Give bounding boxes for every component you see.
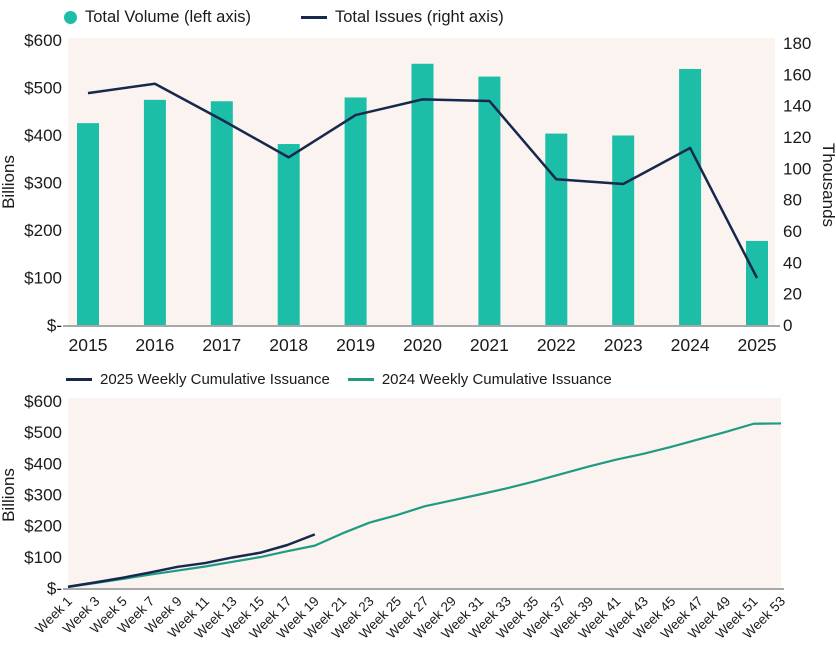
legend-label-2025-issuance: 2025 Weekly Cumulative Issuance bbox=[100, 371, 330, 388]
left-axis-tick-label: $600 bbox=[24, 392, 62, 411]
volume-bar-2020 bbox=[411, 63, 434, 325]
legend-item-total-volume: Total Volume (left axis) bbox=[64, 8, 251, 27]
left-axis-tick-label: $- bbox=[47, 316, 62, 335]
x-tick-label-2015: 2015 bbox=[69, 335, 108, 355]
x-tick-label-2024: 2024 bbox=[671, 335, 710, 355]
legend-item-2025-issuance: 2025 Weekly Cumulative Issuance bbox=[66, 371, 330, 388]
right-axis-tick-label: 40 bbox=[783, 253, 802, 272]
annual-volume-issues-chart: $600 $500 $400 $300 $200 $100 $- 180 160 140 120 10… bbox=[0, 31, 836, 355]
volume-bar-2017 bbox=[210, 101, 233, 326]
left-axis-tick-label: $100 bbox=[24, 269, 62, 288]
left-axis-tick-label: $- bbox=[47, 579, 62, 598]
x-tick-label-2020: 2020 bbox=[403, 335, 442, 355]
right-axis-tick-label: 120 bbox=[783, 128, 811, 147]
total-volume-dot-icon bbox=[64, 11, 77, 24]
issuance-2024-dash-icon bbox=[347, 378, 374, 381]
volume-bar-2025 bbox=[746, 240, 768, 325]
total-issues-dash-icon bbox=[300, 16, 327, 19]
x-tick-label-2018: 2018 bbox=[269, 335, 308, 355]
volume-bar-2016 bbox=[143, 99, 166, 325]
volume-bar-2024 bbox=[679, 68, 702, 325]
left-axis-tick-label: $500 bbox=[24, 423, 62, 442]
legend-label-total-volume: Total Volume (left axis) bbox=[85, 8, 251, 26]
left-axis-tick-label: $400 bbox=[24, 126, 62, 145]
weekly-chart-legend: 2025 Weekly Cumulative Issuance 2024 Wee… bbox=[66, 371, 612, 388]
right-axis-tick-label: 100 bbox=[783, 159, 811, 178]
left-axis-tick-label: $300 bbox=[24, 174, 62, 193]
left-axis-tick-label: $500 bbox=[24, 79, 62, 98]
volume-bar-2018 bbox=[277, 144, 300, 325]
x-tick-label-2021: 2021 bbox=[470, 335, 509, 355]
issuance-2024-line bbox=[67, 422, 782, 589]
right-axis-tick-label: 80 bbox=[783, 191, 802, 210]
left-axis-tick-label: $600 bbox=[24, 31, 62, 50]
volume-bar-2021 bbox=[478, 76, 501, 325]
right-axis-tick-label: 140 bbox=[783, 97, 811, 116]
x-tick-label-2025: 2025 bbox=[738, 335, 777, 355]
volume-bar-2023 bbox=[612, 135, 635, 325]
x-tick-label-2019: 2019 bbox=[336, 335, 375, 355]
right-axis-title: Thousands bbox=[819, 143, 836, 227]
x-tick-label-2016: 2016 bbox=[135, 335, 174, 355]
issuance-2025-line bbox=[67, 533, 316, 588]
volume-bar-2019 bbox=[344, 97, 367, 325]
total-issues-line bbox=[87, 82, 759, 279]
x-tick-label-2023: 2023 bbox=[604, 335, 643, 355]
left-axis-tick-label: $400 bbox=[24, 454, 62, 473]
legend-item-total-issues: Total Issues (right axis) bbox=[300, 8, 504, 27]
right-axis-tick-label: 60 bbox=[783, 222, 802, 241]
issuance-2025-dash-icon bbox=[66, 378, 92, 381]
left-axis-tick-label: $100 bbox=[24, 548, 62, 567]
x-tick-label-2017: 2017 bbox=[202, 335, 241, 355]
right-axis-tick-label: 0 bbox=[783, 316, 792, 335]
volume-bar-2015 bbox=[77, 123, 99, 325]
right-axis-tick-label: 160 bbox=[783, 65, 811, 84]
right-axis-tick-label: 180 bbox=[783, 34, 811, 53]
annual-chart-legend: Total Volume (left axis) Total Issues (r… bbox=[64, 8, 504, 27]
left-axis-title: Billions bbox=[0, 155, 18, 209]
left-axis-title: Billions bbox=[0, 468, 18, 522]
left-axis-tick-label: $200 bbox=[24, 517, 62, 536]
weekly-plot-background bbox=[68, 398, 781, 588]
x-tick-label-2022: 2022 bbox=[537, 335, 576, 355]
left-axis-tick-label: $300 bbox=[24, 486, 62, 505]
right-axis-tick-label: 20 bbox=[783, 285, 802, 304]
legend-label-2024-issuance: 2024 Weekly Cumulative Issuance bbox=[381, 371, 612, 388]
left-axis-tick-label: $200 bbox=[24, 221, 62, 240]
volume-bar-2022 bbox=[545, 133, 568, 325]
legend-label-total-issues: Total Issues (right axis) bbox=[334, 8, 504, 26]
legend-item-2024-issuance: 2024 Weekly Cumulative Issuance bbox=[347, 371, 612, 388]
